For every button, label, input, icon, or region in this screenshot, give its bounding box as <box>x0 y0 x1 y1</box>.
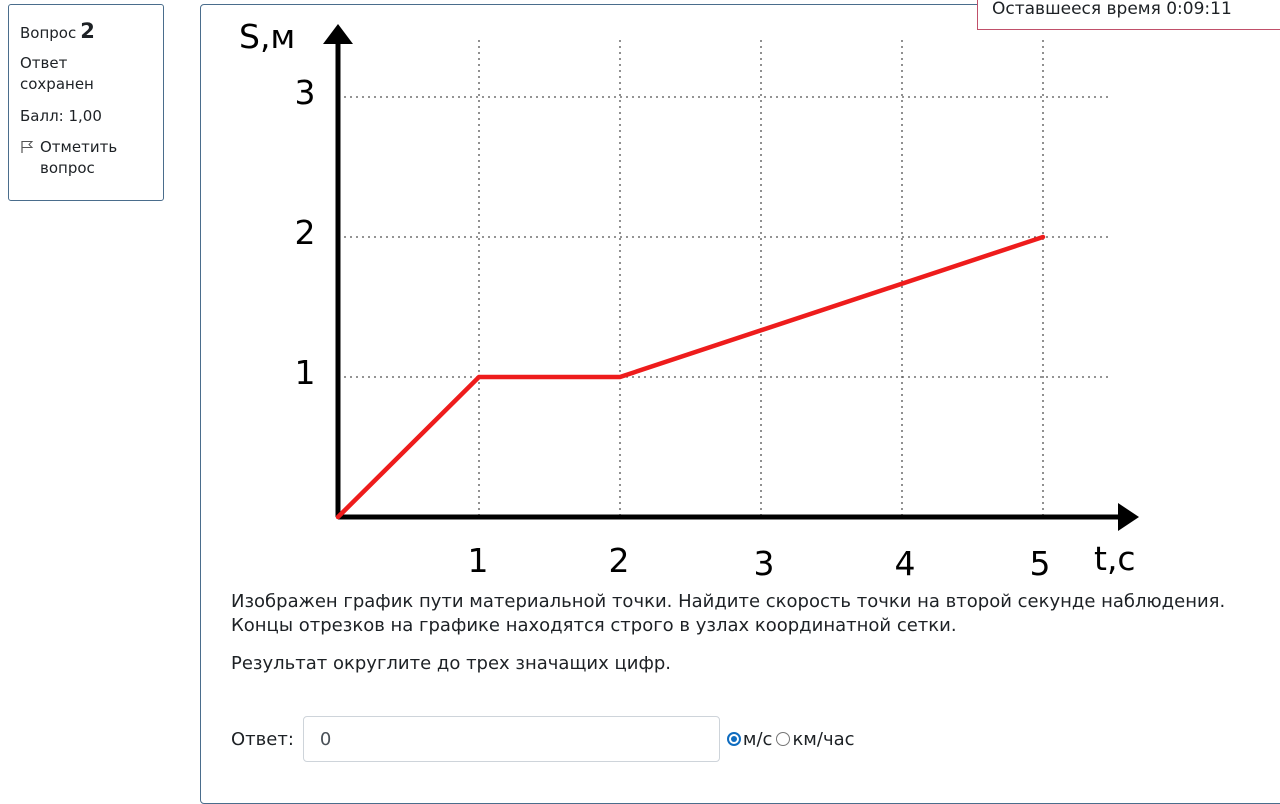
x-tick-label: 1 <box>468 541 489 580</box>
chart-axes <box>323 24 1139 531</box>
x-tick-label: 5 <box>1030 544 1051 583</box>
y-axis-arrow <box>323 24 353 44</box>
x-tick-label: 3 <box>754 544 775 583</box>
y-tick-label: 2 <box>295 213 316 252</box>
chart-series <box>335 234 1046 520</box>
unit-option-ms[interactable]: м/с <box>726 728 773 750</box>
unit-radio-ms[interactable] <box>726 732 741 746</box>
x-tick-label: 2 <box>609 541 630 580</box>
chart-tick-labels: 1 2 3 4 5 1 2 3 <box>295 73 1051 583</box>
answer-label: Ответ: <box>231 728 294 750</box>
question-number: 2 <box>80 19 95 43</box>
distance-time-chart: 1 2 3 4 5 1 2 3 S,м t,c <box>239 17 1139 583</box>
unit-option-kmh[interactable]: км/час <box>776 728 855 750</box>
y-tick-label: 1 <box>295 353 316 392</box>
flag-label: Отметить вопрос <box>40 138 118 177</box>
flag-icon <box>21 141 34 153</box>
question-content <box>200 4 1280 804</box>
unit-radio-kmh[interactable] <box>776 732 791 746</box>
question-grade: Балл: 1,00 <box>20 107 102 125</box>
question-number-line: Вопрос 2 <box>20 19 153 43</box>
question-label: Вопрос <box>20 24 77 42</box>
answer-row: Ответ: м/с км/час <box>231 716 855 762</box>
question-text-main: Изображен график пути материальной точки… <box>231 591 1226 636</box>
timer: Оставшееся время 0:09:11 <box>977 0 1280 30</box>
series-line <box>335 234 1046 520</box>
unit-label-ms: м/с <box>742 728 773 750</box>
question-text-rounding: Результат округлите до трех значащих циф… <box>231 653 671 674</box>
x-tick-label: 4 <box>895 544 916 583</box>
question-state: Ответ сохранен <box>20 54 94 93</box>
answer-input[interactable] <box>302 716 720 762</box>
unit-label-kmh: км/час <box>792 728 855 750</box>
x-axis-arrow <box>1118 503 1139 531</box>
chart-grid <box>338 40 1110 517</box>
question-text: Изображен график пути материальной точки… <box>231 590 1251 676</box>
flag-question-link[interactable]: Отметить вопрос <box>20 137 153 179</box>
timer-text: Оставшееся время 0:09:11 <box>992 0 1232 19</box>
y-axis-label: S,м <box>239 17 295 56</box>
x-axis-label: t,c <box>1094 539 1136 578</box>
y-tick-label: 3 <box>295 73 316 112</box>
question-info-panel: Вопрос 2 Ответ сохранен Балл: 1,00 Отмет… <box>8 4 164 201</box>
